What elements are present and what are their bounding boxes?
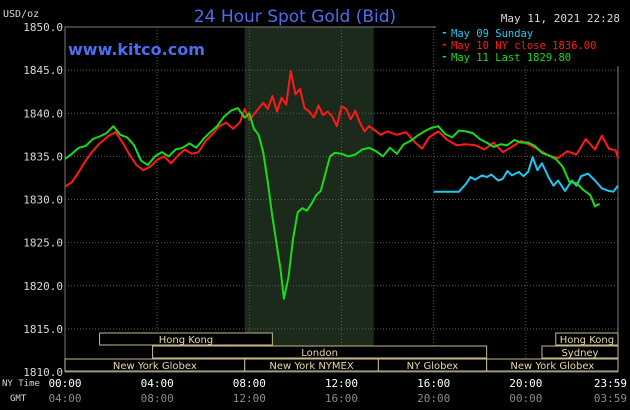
- x-axis: 00:00 04:00 08:00 12:00 16:00 20:00 23:59 04:00…: [48, 377, 627, 405]
- x-tick-label-ny: 20:00: [509, 377, 542, 390]
- x-tick-label-gmt: 03:59: [594, 392, 627, 405]
- y-tick-label: 1850.0: [23, 21, 63, 34]
- x-tick-label-ny: 08:00: [233, 377, 266, 390]
- market-sessions: Hong Kong London New York Globex New York N…: [64, 332, 619, 372]
- x-tick-label-gmt: 20:00: [417, 392, 450, 405]
- legend-marker: -: [441, 26, 448, 39]
- legend-entry: May 11 Last 1829.80: [451, 52, 571, 64]
- y-tick-label: 1810.0: [23, 366, 63, 379]
- x-tick-label-ny: 04:00: [141, 377, 174, 390]
- timestamp: May 11, 2021 22:28: [501, 12, 620, 25]
- legend: - May 09 Sunday- May 10 NY close 1836.00- M…: [436, 25, 619, 66]
- legend-entry: May 10 NY close 1836.00: [451, 40, 596, 52]
- session-label: Hong Kong: [159, 335, 213, 346]
- legend-box: [436, 25, 619, 66]
- y-tick-label: 1845.0: [23, 64, 63, 77]
- session-label: Hong Kong: [560, 335, 614, 346]
- plot-area: Hong Kong London New York Globex New York N…: [64, 26, 619, 373]
- x-tick-label-gmt: 08:00: [141, 392, 174, 405]
- x-tick-label-gmt: 04:00: [48, 392, 81, 405]
- session-label: New York Globex: [113, 361, 197, 372]
- legend-marker: -: [441, 50, 448, 63]
- units-label: USD/oz: [3, 9, 39, 20]
- series-lines: [64, 70, 619, 300]
- y-tick-label: 1825.0: [23, 237, 63, 250]
- series-line-0: [433, 156, 619, 193]
- legend-marker: -: [441, 38, 448, 51]
- x-tick-label-ny: 00:00: [48, 377, 81, 390]
- legend-entry: May 09 Sunday: [451, 28, 533, 40]
- y-tick-label: 1835.0: [23, 150, 63, 163]
- x-tick-label-ny: 12:00: [325, 377, 358, 390]
- session-label: Sydney: [561, 348, 598, 359]
- y-tick-label: 1820.0: [23, 280, 63, 293]
- session-label: New York NYMEX: [269, 361, 354, 372]
- plot-frame: [64, 26, 619, 373]
- x-tick-label-gmt: 12:00: [233, 392, 266, 405]
- y-axis: 1850.0 1845.0 1840.0 1835.0 1830.0 1825.0 1820…: [23, 21, 63, 379]
- session-bar: [541, 345, 619, 359]
- x-tick-label-gmt: 00:00: [509, 392, 542, 405]
- grid: [64, 26, 619, 373]
- session-bar: [152, 345, 488, 359]
- series-line-2: [64, 107, 601, 300]
- session-bar: [555, 332, 619, 346]
- session-label: London: [301, 348, 338, 359]
- watermark: www.kitco.com: [68, 40, 205, 59]
- session-label: NY Globex: [407, 361, 459, 372]
- series-line-1: [64, 70, 619, 188]
- nymex-session-shade: [244, 27, 374, 372]
- x-tick-label-ny: 23:59: [594, 377, 627, 390]
- x-tick-label-ny: 16:00: [417, 377, 450, 390]
- session-bar: [99, 332, 273, 346]
- x-tick-label-gmt: 16:00: [325, 392, 358, 405]
- session-bar: [486, 358, 619, 372]
- row-label-ny: NY Time: [2, 379, 40, 389]
- y-tick-label: 1830.0: [23, 194, 63, 207]
- session-label: New York Globex: [510, 361, 594, 372]
- row-label-gmt: GMT: [10, 394, 27, 404]
- y-tick-label: 1840.0: [23, 107, 63, 120]
- chart-title: 24 Hour Spot Gold (Bid): [194, 7, 396, 27]
- y-tick-label: 1815.0: [23, 323, 63, 336]
